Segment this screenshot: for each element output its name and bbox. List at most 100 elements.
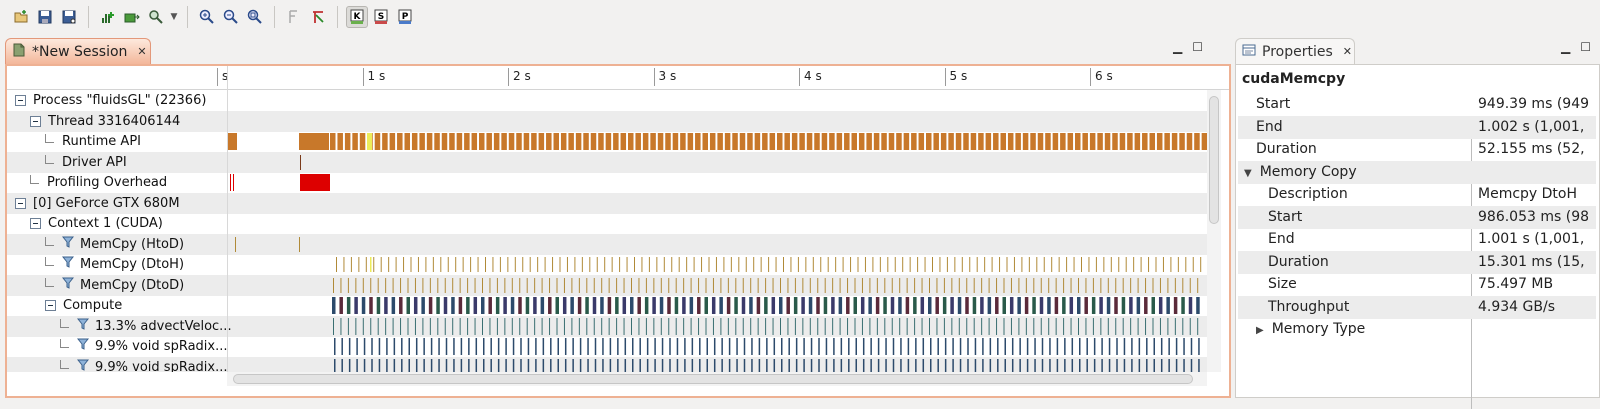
activity-bar[interactable]	[598, 133, 604, 150]
activity-bar[interactable]	[564, 338, 567, 355]
activity-bar[interactable]	[347, 317, 349, 335]
activity-bar[interactable]	[333, 277, 334, 293]
activity-bar[interactable]	[437, 317, 439, 335]
activity-bar[interactable]	[654, 338, 656, 355]
activity-bar[interactable]	[619, 257, 621, 272]
export-button[interactable]	[121, 6, 143, 28]
activity-bar[interactable]	[1086, 338, 1088, 355]
activity-bar[interactable]	[1168, 338, 1170, 355]
activity-bar[interactable]	[955, 133, 962, 150]
activity-bar[interactable]	[1119, 133, 1126, 150]
activity-bar[interactable]	[667, 297, 671, 314]
activity-bar[interactable]	[803, 358, 805, 373]
activity-bar[interactable]	[365, 257, 367, 272]
activity-bar[interactable]	[348, 358, 351, 373]
activity-bar[interactable]	[726, 297, 731, 314]
activity-bar[interactable]	[943, 277, 945, 293]
activity-bar[interactable]	[780, 317, 781, 335]
activity-bar[interactable]	[1064, 358, 1066, 373]
activity-bar[interactable]	[1145, 277, 1147, 293]
activity-bar[interactable]	[1137, 277, 1139, 293]
activity-bar[interactable]	[1162, 257, 1164, 272]
activity-bar[interactable]	[671, 257, 673, 272]
activity-bar[interactable]	[479, 133, 485, 150]
activity-bar[interactable]	[823, 297, 828, 314]
activity-bar[interactable]	[370, 257, 372, 272]
activity-bar[interactable]	[891, 317, 893, 335]
activity-bar[interactable]	[1107, 317, 1109, 335]
activity-bar[interactable]	[460, 358, 463, 373]
activity-bar[interactable]	[1152, 277, 1154, 293]
timeline-row[interactable]: Context 1 (CUDA)	[7, 213, 1207, 234]
timeline-row[interactable]: Process "fluidsGL" (22366)	[7, 90, 1207, 111]
activity-bar[interactable]	[674, 297, 679, 314]
activity-bar[interactable]	[876, 317, 878, 335]
activity-bar[interactable]	[399, 297, 403, 314]
activity-bar[interactable]	[1107, 277, 1109, 293]
activity-bar[interactable]	[607, 297, 612, 314]
reset-button[interactable]	[307, 6, 329, 28]
activity-bar[interactable]	[642, 133, 649, 150]
activity-bar[interactable]	[1056, 338, 1059, 355]
activity-bar[interactable]	[974, 338, 977, 355]
activity-bar[interactable]	[940, 133, 947, 150]
activity-bar[interactable]	[1070, 277, 1072, 293]
activity-bar[interactable]	[623, 317, 625, 335]
activity-bar[interactable]	[727, 277, 729, 293]
activity-bar[interactable]	[609, 338, 612, 355]
activity-bar[interactable]	[1108, 358, 1111, 373]
activity-bar[interactable]	[452, 277, 454, 293]
activity-bar[interactable]	[892, 358, 895, 373]
close-icon[interactable]: ✕	[1342, 45, 1352, 58]
activity-bar[interactable]	[1131, 338, 1133, 355]
activity-bar[interactable]	[1158, 297, 1163, 314]
activity-bar[interactable]	[860, 297, 865, 314]
activity-bar[interactable]	[408, 338, 411, 355]
activity-bar[interactable]	[1040, 277, 1042, 293]
activity-bar[interactable]	[590, 133, 597, 150]
activity-bar[interactable]	[657, 133, 664, 150]
activity-bar[interactable]	[930, 358, 932, 373]
activity-bar[interactable]	[935, 297, 939, 314]
activity-bar[interactable]	[836, 133, 843, 150]
activity-bar[interactable]	[966, 317, 968, 335]
activity-bar[interactable]	[1034, 358, 1036, 373]
activity-bar[interactable]	[549, 317, 551, 335]
activity-bar[interactable]	[378, 358, 381, 373]
activity-bar[interactable]	[438, 338, 440, 355]
activity-bar[interactable]	[1156, 133, 1163, 150]
activity-bar[interactable]	[578, 277, 580, 293]
activity-bar[interactable]	[1019, 358, 1021, 373]
activity-bar[interactable]	[996, 317, 998, 335]
activity-bar[interactable]	[422, 277, 424, 293]
activity-bar[interactable]	[840, 338, 843, 355]
activity-bar[interactable]	[1078, 277, 1079, 293]
activity-bar[interactable]	[788, 338, 790, 355]
activity-bar[interactable]	[363, 358, 366, 373]
activity-bar[interactable]	[407, 317, 409, 335]
activity-bar[interactable]	[698, 277, 700, 293]
timeline-row[interactable]: MemCpy (HtoD)	[7, 233, 1207, 255]
activity-bar[interactable]	[391, 297, 396, 314]
activity-bar[interactable]	[1082, 133, 1088, 150]
activity-bar[interactable]	[814, 133, 820, 150]
activity-bar[interactable]	[966, 277, 968, 293]
activity-bar[interactable]	[1015, 133, 1021, 150]
activity-bar[interactable]	[877, 338, 880, 355]
activity-bar[interactable]	[1194, 133, 1200, 150]
activity-bar[interactable]	[566, 257, 568, 272]
activity-bar[interactable]	[451, 297, 455, 314]
activity-bar[interactable]	[1144, 297, 1148, 314]
activity-bar[interactable]	[928, 297, 932, 314]
property-row[interactable]: End 1.002 s (1,001,	[1238, 115, 1596, 139]
activity-bar[interactable]	[1175, 338, 1178, 355]
activity-bar[interactable]	[850, 257, 852, 272]
activity-bar[interactable]	[1025, 277, 1027, 293]
activity-bar[interactable]	[1022, 133, 1029, 150]
activity-bar[interactable]	[617, 358, 619, 373]
activity-bar[interactable]	[1085, 317, 1087, 335]
activity-bar[interactable]	[414, 317, 416, 335]
activity-bar[interactable]	[653, 277, 655, 293]
activity-bar[interactable]	[969, 257, 971, 272]
activity-bar[interactable]	[1100, 277, 1102, 293]
